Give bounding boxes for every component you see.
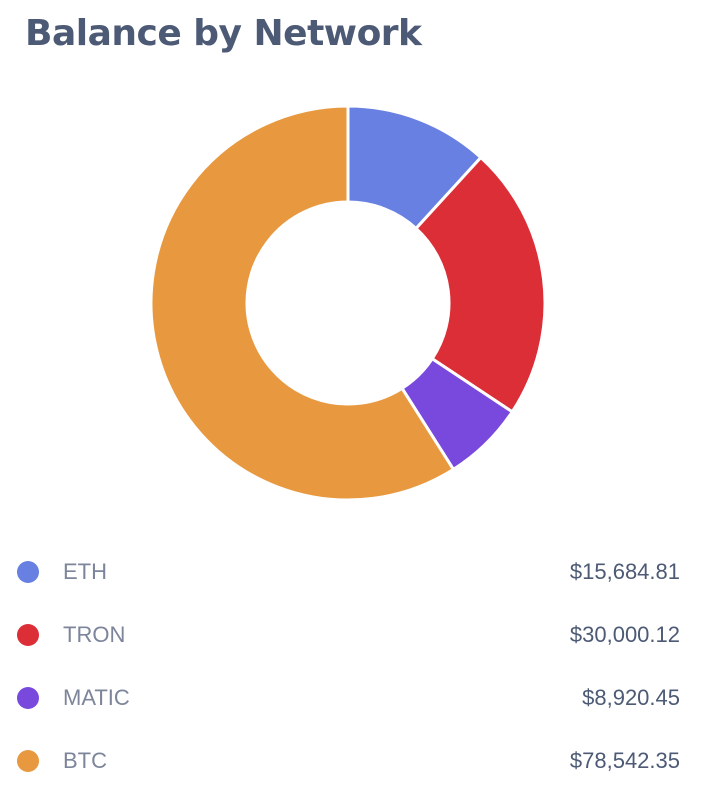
legend-value-tron: $30,000.12: [569, 622, 680, 647]
legend-value-btc: $78,542.35: [569, 748, 680, 773]
legend-value-matic: $8,920.45: [582, 685, 680, 710]
legend-item-btc[interactable]: BTC $78,542.35: [0, 729, 704, 792]
legend-label-btc: BTC: [63, 748, 107, 773]
legend-label-matic: MATIC: [63, 685, 130, 710]
legend-label-tron: TRON: [63, 622, 126, 647]
slice-btc[interactable]: [149, 104, 455, 502]
donut-chart: [149, 104, 547, 502]
legend-item-eth[interactable]: ETH $15,684.81: [0, 540, 704, 603]
slice-tron[interactable]: [414, 156, 547, 414]
legend-item-matic[interactable]: MATIC $8,920.45: [0, 666, 704, 729]
legend-dot-tron: [17, 624, 39, 646]
legend-label-eth: ETH: [63, 559, 107, 584]
legend: ETH $15,684.81 TRON $30,000.12 MATIC $8,…: [0, 540, 704, 792]
legend-dot-matic: [17, 687, 39, 709]
legend-item-tron[interactable]: TRON $30,000.12: [0, 603, 704, 666]
legend-dot-eth: [17, 561, 39, 583]
legend-value-eth: $15,684.81: [569, 559, 680, 584]
chart-title: Balance by Network: [25, 13, 422, 54]
legend-dot-btc: [17, 750, 39, 772]
donut-slices: [149, 104, 547, 502]
